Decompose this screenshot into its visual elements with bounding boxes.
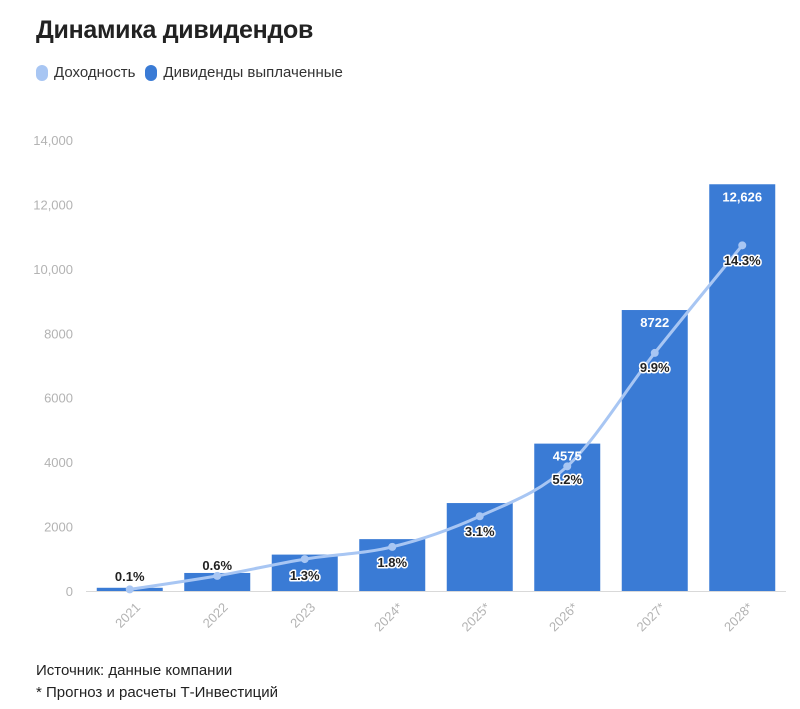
- y-tick-label: 8000: [44, 326, 73, 341]
- source-note: Источник: данные компании: [36, 662, 233, 679]
- yield-label: 14.3%: [724, 253, 761, 268]
- yield-point: [300, 555, 309, 564]
- chart-title: Динамика дивидендов: [36, 16, 314, 44]
- y-tick-label: 12,000: [33, 197, 73, 212]
- x-tick-label: 2028*: [721, 600, 756, 635]
- y-tick-label: 0: [66, 584, 73, 599]
- yield-point: [738, 241, 747, 250]
- yield-label: 3.1%: [465, 524, 495, 539]
- dividend-bar: [709, 184, 776, 591]
- yield-point: [213, 571, 222, 580]
- bar-value-label: 8722: [640, 315, 669, 330]
- x-tick-label: 2026*: [546, 600, 581, 635]
- x-tick-label: 2021: [112, 600, 143, 631]
- legend-swatch-yield: [36, 64, 48, 81]
- yield-label: 9.9%: [640, 360, 670, 375]
- x-tick-label: 2022: [200, 600, 231, 631]
- legend: Доходность Дивиденды выплаченные: [36, 64, 353, 81]
- bar-value-label: 12,626: [722, 189, 762, 204]
- footer: Источник: данные компании * Прогноз и ра…: [36, 660, 278, 704]
- y-tick-label: 2000: [44, 520, 73, 535]
- x-tick-label: 2024*: [371, 600, 406, 635]
- legend-swatch-dividends: [145, 64, 158, 81]
- legend-label-dividends: Дивиденды выплаченные: [163, 64, 343, 81]
- yield-label: 0.1%: [115, 569, 145, 584]
- y-tick-label: 14,000: [33, 133, 73, 148]
- yield-point: [388, 542, 397, 551]
- yield-label: 1.3%: [290, 568, 320, 583]
- yield-point: [125, 585, 134, 594]
- yield-label: 1.8%: [377, 555, 407, 570]
- legend-label-yield: Доходность: [54, 64, 136, 81]
- x-tick-label: 2027*: [634, 600, 669, 635]
- y-tick-label: 4000: [44, 455, 73, 470]
- y-tick-label: 10,000: [33, 262, 73, 277]
- yield-point: [563, 462, 572, 471]
- x-tick-label: 2025*: [459, 600, 494, 635]
- dividend-chart: 0 2000 4000 6000 8000 10,000 12,000 14,000 4575 8…: [33, 133, 786, 635]
- forecast-note: * Прогноз и расчеты Т-Инвестиций: [36, 684, 278, 701]
- legend-item-yield: Доходность: [36, 64, 135, 81]
- y-tick-label: 6000: [44, 391, 73, 406]
- yield-point: [650, 348, 659, 357]
- yield-label: 5.2%: [552, 472, 582, 487]
- bar-value-label: 4575: [553, 449, 582, 464]
- x-tick-label: 2023: [287, 600, 318, 631]
- yield-point: [475, 512, 484, 521]
- yield-label: 0.6%: [202, 558, 232, 573]
- legend-item-dividends: Дивиденды выплаченные: [145, 64, 343, 81]
